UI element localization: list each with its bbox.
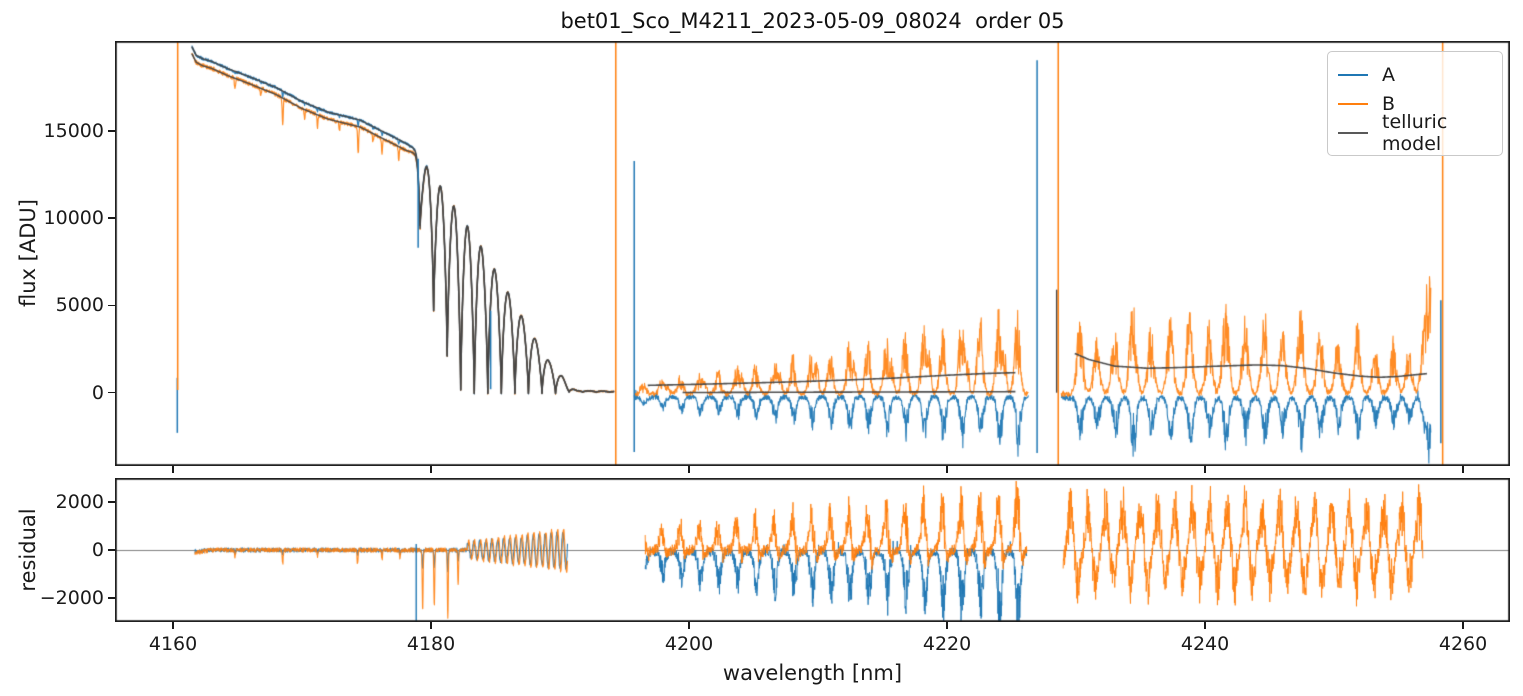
legend-label-telluric-model: telluric model bbox=[1382, 110, 1448, 155]
y-tick-label: 2000 bbox=[55, 491, 104, 513]
y-tick-label: 10000 bbox=[43, 207, 104, 230]
x-tick-mark bbox=[946, 466, 948, 473]
x-tick-label: 4260 bbox=[1438, 633, 1488, 655]
residual-plot-canvas bbox=[115, 478, 1510, 622]
x-tick-label: 4220 bbox=[922, 633, 972, 655]
legend-line-b bbox=[1338, 102, 1368, 105]
y-tick-label: 0 bbox=[91, 381, 104, 404]
legend: A B telluric model bbox=[1327, 51, 1503, 156]
x-tick-mark bbox=[1462, 622, 1464, 629]
x-tick-label: 4160 bbox=[148, 633, 198, 655]
legend-item-b: B bbox=[1338, 89, 1492, 118]
y-tick-mark bbox=[108, 549, 115, 551]
x-tick-mark bbox=[1462, 466, 1464, 473]
x-tick-mark bbox=[688, 622, 690, 629]
x-tick-label: 4240 bbox=[1180, 633, 1230, 655]
y-tick-label: 0 bbox=[91, 539, 104, 561]
x-tick-mark bbox=[1204, 466, 1206, 473]
legend-item-telluric-model: telluric model bbox=[1338, 111, 1492, 155]
y-tick-mark bbox=[108, 304, 115, 307]
x-tick-label: 4180 bbox=[406, 633, 456, 655]
legend-line-a bbox=[1338, 73, 1368, 76]
plot-title: bet01_Sco_M4211_2023-05-09_08024 order 0… bbox=[560, 9, 1065, 33]
y-tick-mark bbox=[108, 129, 115, 132]
x-tick-mark bbox=[172, 466, 174, 473]
legend-line-telluric-model bbox=[1338, 131, 1368, 134]
residual-panel bbox=[115, 478, 1510, 622]
x-tick-mark bbox=[946, 622, 948, 629]
legend-item-a: A bbox=[1338, 60, 1492, 89]
y-tick-mark bbox=[108, 391, 115, 394]
flux-panel: A B telluric model bbox=[115, 41, 1510, 466]
x-tick-mark bbox=[172, 622, 174, 629]
legend-label-b: B bbox=[1382, 92, 1396, 115]
x-axis-label: wavelength [nm] bbox=[722, 661, 903, 685]
legend-label-a: A bbox=[1382, 63, 1395, 86]
y-tick-mark bbox=[108, 597, 115, 599]
x-tick-label: 4200 bbox=[664, 633, 714, 655]
y-tick-label: −2000 bbox=[39, 587, 104, 609]
y-tick-mark bbox=[108, 501, 115, 503]
x-tick-mark bbox=[430, 466, 432, 473]
flux-plot-canvas bbox=[115, 41, 1510, 466]
y-tick-label: 15000 bbox=[43, 119, 104, 142]
x-tick-mark bbox=[430, 622, 432, 629]
x-tick-mark bbox=[688, 466, 690, 473]
y-tick-label: 5000 bbox=[55, 294, 104, 317]
y-tick-mark bbox=[108, 217, 115, 219]
x-tick-mark bbox=[1204, 622, 1206, 629]
